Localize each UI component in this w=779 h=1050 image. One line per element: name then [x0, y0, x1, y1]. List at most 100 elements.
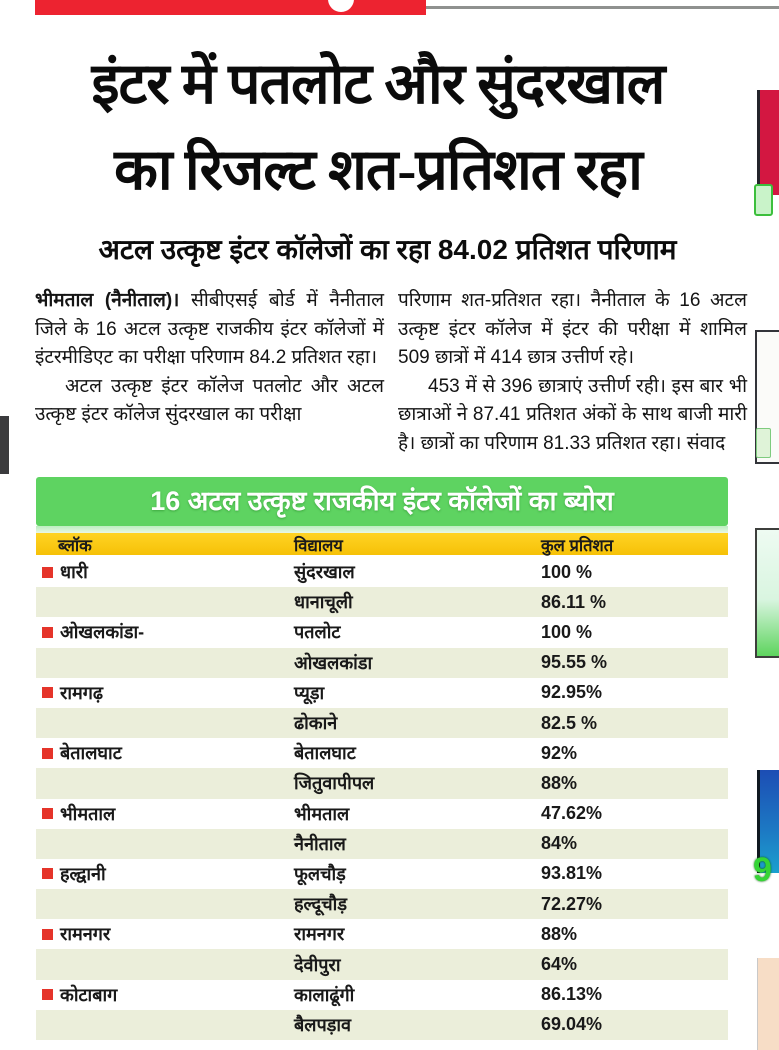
- school-name: नैनीताल: [294, 833, 346, 854]
- school-name: पतलोट: [294, 622, 341, 643]
- school-name: बेतालघाट: [294, 743, 356, 764]
- block-name: रामगढ़: [60, 682, 104, 703]
- article-paragraph: अटल उत्कृष्ट इंटर कॉलेज पतलोट और अटल उत्…: [35, 375, 384, 426]
- block-bullet-icon: [42, 989, 53, 1001]
- percent-value: 88%: [541, 772, 578, 793]
- table-row: नैनीताल 84%: [36, 828, 728, 859]
- article-paragraph: भीमताल (नैनीताल)। सीबीएसई बोर्ड में नैनी…: [35, 287, 384, 373]
- table-row: धानाचूली 86.11 %: [36, 587, 728, 618]
- masthead-red-bar: [35, 0, 426, 15]
- school-name: जितुवापीपल: [294, 773, 375, 794]
- block-name: धारी: [60, 562, 88, 583]
- percent-value: 92%: [541, 742, 578, 763]
- table-row: भीमताल भीमताल 47.62%: [36, 799, 728, 829]
- percent-value: 93.81%: [541, 863, 603, 884]
- table-row: ढोकाने 82.5 %: [36, 707, 728, 739]
- block-cell: भीमताल: [36, 802, 294, 826]
- school-name: बैलपड़ाव: [294, 1014, 352, 1035]
- percent-value: 100 %: [541, 561, 593, 582]
- school-name: प्यूड़ा: [294, 682, 325, 703]
- dateline: भीमताल (नैनीताल)।: [35, 290, 180, 311]
- edge-fragment-blue-box: [757, 770, 779, 873]
- percent-value: 47.62%: [541, 803, 603, 824]
- edge-fragment-green-glyph: [756, 428, 771, 458]
- table-row: कोटाबाग कालाढूंगी 86.13%: [36, 980, 728, 1010]
- column-header-percent: कुल प्रतिशत: [541, 537, 614, 555]
- block-bullet-icon: [42, 747, 53, 759]
- block-cell: बेतालघाट: [36, 741, 294, 765]
- article-body: भीमताल (नैनीताल)। सीबीएसई बोर्ड में नैनी…: [35, 287, 747, 458]
- paragraph-text: सीबीएसई बोर्ड में नैनीताल जिले के 16 अटल…: [35, 290, 385, 368]
- block-cell: कोटाबाग: [36, 983, 294, 1007]
- article-paragraph: परिणाम शत-प्रतिशत रहा। नैनीताल के 16 अटल…: [398, 290, 747, 368]
- table-header-row: ब्लॉक विद्यालय कुल प्रतिशत: [36, 533, 728, 555]
- block-name: बेतालघाट: [60, 743, 122, 764]
- school-name: धानाचूली: [294, 592, 353, 613]
- percent-value: 100 %: [541, 621, 593, 642]
- block-bullet-icon: [42, 566, 53, 578]
- column-header-school: विद्यालय: [294, 537, 343, 555]
- article-column-2: परिणाम शत-प्रतिशत रहा। नैनीताल के 16 अटल…: [398, 287, 747, 458]
- edge-fragment-nine-glyph: 9: [753, 851, 772, 889]
- percent-value: 92.95%: [541, 682, 603, 703]
- edge-fragment-left-dark: [0, 416, 9, 474]
- percent-value: 72.27%: [541, 893, 603, 914]
- headline: इंटर में पतलोट और सुंदरखाल का रिजल्ट शत-…: [18, 42, 738, 213]
- table-row: रामगढ़ प्यूड़ा 92.95%: [36, 678, 728, 708]
- school-name: फूलचौड़: [294, 863, 346, 884]
- block-name: हल्द्वानी: [60, 863, 106, 884]
- school-name: कालाढूंगी: [294, 984, 355, 1005]
- table-row: जितुवापीपल 88%: [36, 768, 728, 799]
- block-cell: रामनगर: [36, 922, 294, 946]
- edge-fragment-red: [757, 90, 779, 195]
- percent-value: 86.11 %: [541, 591, 607, 612]
- block-name: ओखलकांडा-: [60, 622, 145, 643]
- table-row: धारी सुंदरखाल 100 %: [36, 557, 728, 587]
- masthead-rule: [426, 6, 779, 9]
- table-title-banner: 16 अटल उत्कृष्ट राजकीय इंटर कॉलेजों का ब…: [36, 477, 728, 526]
- school-name: भीमताल: [294, 803, 350, 824]
- edge-fragment-green-box: [755, 528, 779, 658]
- block-name: भीमताल: [60, 803, 116, 824]
- banner-fade: [36, 526, 728, 533]
- school-name: रामनगर: [294, 924, 345, 945]
- percent-value: 82.5 %: [541, 712, 598, 733]
- headline-line1: इंटर में पतलोट और सुंदरखाल: [91, 53, 666, 116]
- percent-value: 84%: [541, 833, 578, 854]
- column-header-block: ब्लॉक: [58, 537, 92, 555]
- percent-value: 88%: [541, 923, 578, 944]
- edge-fragment-green-glyph: [754, 184, 773, 216]
- block-bullet-icon: [42, 687, 53, 699]
- article-column-1: भीमताल (नैनीताल)। सीबीएसई बोर्ड में नैनी…: [35, 287, 384, 458]
- table-row: हल्दूचौड़ 72.27%: [36, 889, 728, 920]
- edge-fragment-peach-box: [757, 958, 779, 1050]
- block-cell: रामगढ़: [36, 681, 294, 705]
- table-row: ओखलकांडा- पतलोट 100 %: [36, 617, 728, 647]
- school-name: देवीपुरा: [294, 954, 341, 975]
- table-row: हल्द्वानी फूलचौड़ 93.81%: [36, 859, 728, 889]
- percent-value: 86.13%: [541, 984, 603, 1005]
- block-bullet-icon: [42, 928, 53, 940]
- block-bullet-icon: [42, 626, 53, 638]
- table-row: बैलपड़ाव 69.04%: [36, 1009, 728, 1040]
- block-cell: धारी: [36, 560, 294, 584]
- masthead-circle-notch: [328, 0, 354, 12]
- results-table: 16 अटल उत्कृष्ट राजकीय इंटर कॉलेजों का ब…: [36, 477, 728, 1040]
- table-body: धारी सुंदरखाल 100 % धानाचूली 86.11 % ओखलकांडा…: [36, 557, 728, 1040]
- headline-line2: का रिजल्ट शत-प्रतिशत रहा: [114, 138, 643, 202]
- block-cell: ओखलकांडा-: [36, 620, 294, 644]
- subheadline: अटल उत्कृष्ट इंटर कॉलेजों का रहा 84.02 प…: [98, 234, 677, 265]
- table-row: देवीपुरा 64%: [36, 949, 728, 980]
- block-name: कोटाबाग: [60, 984, 118, 1005]
- block-cell: हल्द्वानी: [36, 862, 294, 886]
- article-paragraph: 453 में से 396 छात्राएं उत्तीर्ण रही। इस…: [398, 375, 747, 454]
- block-bullet-icon: [42, 868, 53, 880]
- block-name: रामनगर: [60, 924, 111, 945]
- percent-value: 69.04%: [541, 1014, 603, 1035]
- school-name: ढोकाने: [294, 713, 338, 734]
- percent-value: 95.55 %: [541, 652, 608, 673]
- table-row: रामनगर रामनगर 88%: [36, 919, 728, 949]
- percent-value: 64%: [541, 954, 578, 975]
- school-name: सुंदरखाल: [294, 562, 355, 583]
- block-bullet-icon: [42, 808, 53, 820]
